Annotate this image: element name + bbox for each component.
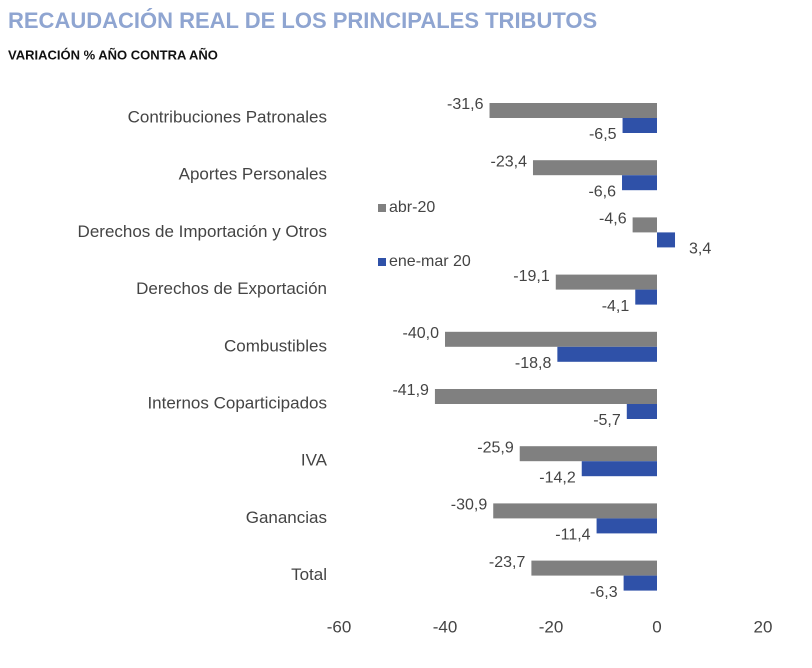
data-label: -14,2 — [539, 469, 576, 486]
bar — [531, 560, 657, 576]
chart-subtitle: VARIACIÓN % AÑO CONTRA AÑO — [8, 47, 218, 62]
data-label: -19,1 — [513, 268, 550, 285]
x-tick-label: -60 — [327, 617, 352, 636]
data-label: -4,1 — [602, 298, 630, 315]
bar — [635, 289, 657, 305]
legend-label: abr-20 — [389, 199, 435, 216]
x-tick-label: -20 — [539, 617, 564, 636]
bar — [532, 160, 657, 176]
data-label: -31,6 — [447, 96, 484, 113]
bar — [557, 346, 657, 362]
data-label: -11,4 — [555, 527, 590, 544]
data-label: -5,7 — [593, 412, 621, 429]
data-label: -23,7 — [489, 554, 526, 571]
y-tick-label: Ganancias — [246, 508, 327, 527]
data-label: -41,9 — [392, 382, 429, 399]
legend-marker — [378, 204, 386, 212]
data-label: -6,3 — [590, 584, 618, 601]
bar — [623, 575, 657, 591]
bar — [622, 175, 657, 191]
y-tick-label: IVA — [301, 451, 328, 470]
bar — [434, 389, 657, 404]
data-label: -6,6 — [588, 183, 616, 200]
bar — [596, 518, 657, 534]
legend-label: ene-mar 20 — [389, 253, 471, 270]
data-label: -23,4 — [491, 153, 528, 170]
y-tick-label: Combustibles — [224, 336, 327, 355]
legend-marker — [378, 258, 386, 266]
data-label: -25,9 — [477, 439, 514, 456]
bar — [657, 232, 676, 248]
bar — [581, 461, 657, 477]
data-label: -18,8 — [515, 355, 552, 372]
bar — [519, 446, 657, 462]
data-label: -4,6 — [599, 211, 627, 228]
bar — [555, 274, 657, 290]
x-tick-label: 0 — [652, 617, 661, 636]
y-tick-label: Internos Coparticipados — [147, 393, 327, 412]
data-label: -30,9 — [451, 497, 488, 514]
data-label: -6,5 — [589, 126, 617, 143]
bar — [445, 331, 657, 347]
y-tick-label: Contribuciones Patronales — [128, 107, 327, 126]
data-label: 3,4 — [689, 241, 711, 258]
bar — [632, 217, 657, 233]
x-tick-label: 20 — [754, 617, 773, 636]
bar — [489, 103, 657, 118]
y-tick-label: Aportes Personales — [179, 165, 327, 184]
bar — [626, 404, 657, 419]
bar — [622, 118, 657, 133]
data-label: -40,0 — [403, 325, 440, 342]
chart-title: RECAUDACIÓN REAL DE LOS PRINCIPALES TRIB… — [8, 8, 597, 33]
y-tick-label: Total — [291, 565, 327, 584]
y-tick-label: Derechos de Exportación — [136, 279, 327, 298]
bar — [493, 503, 657, 519]
x-tick-label: -40 — [433, 617, 458, 636]
y-tick-label: Derechos de Importación y Otros — [78, 222, 327, 241]
